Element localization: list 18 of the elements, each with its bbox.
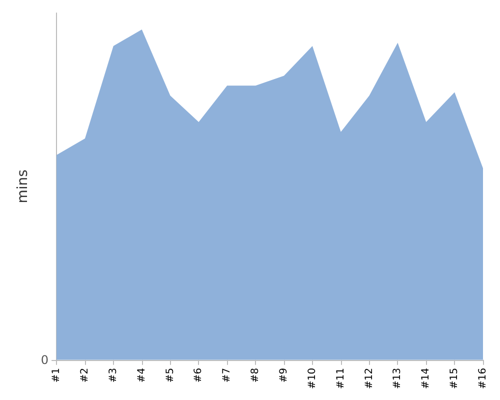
x-tick-label: #6	[193, 368, 204, 383]
text: 0	[40, 352, 49, 367]
x-tick-label: #3	[108, 368, 119, 383]
x-tick-label: #9	[278, 368, 290, 383]
x-tick-label: #16	[478, 368, 488, 390]
x-tick-label: #15	[449, 368, 460, 390]
x-tick-label: #10	[306, 368, 318, 390]
x-tick-label: #7	[222, 368, 233, 383]
y-axis-title: mins	[15, 170, 31, 204]
x-tick-label: #12	[364, 368, 375, 390]
x-tick-label: #2	[79, 368, 90, 383]
x-tick-label: #14	[420, 368, 432, 390]
x-tick-label: #11	[335, 368, 346, 390]
x-tick-label: #1	[51, 368, 62, 383]
x-tick-label: #5	[164, 368, 176, 383]
x-tick-label: #8	[250, 368, 262, 383]
x-tick-label: #13	[392, 368, 404, 390]
x-tick-label: #4	[136, 368, 148, 383]
